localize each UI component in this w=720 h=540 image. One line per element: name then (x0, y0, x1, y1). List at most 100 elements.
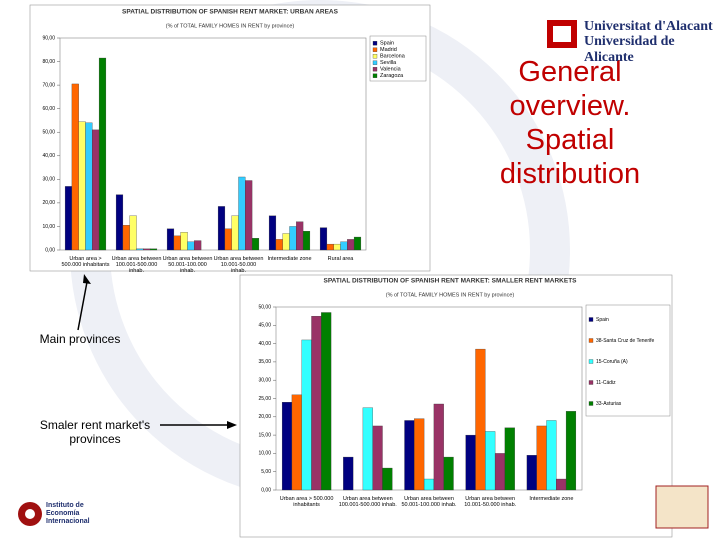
bar (143, 248, 151, 251)
bar (71, 83, 79, 251)
university-logo (553, 26, 571, 42)
institute-logo (25, 509, 35, 519)
legend-label: Madrid (380, 47, 397, 53)
slide-title: General overview. Spatial distribution (499, 56, 641, 190)
bar (475, 348, 486, 491)
y-tick-label: 45,00 (258, 323, 271, 329)
y-tick-label: 60,00 (42, 106, 55, 112)
bar (289, 226, 297, 251)
bar (281, 402, 293, 491)
y-tick-label: 30,00 (42, 177, 55, 183)
bar (414, 418, 425, 491)
bar (372, 425, 383, 491)
bar (224, 228, 232, 251)
bar (443, 456, 454, 491)
y-tick-label: 70,00 (42, 82, 55, 88)
bar (194, 240, 202, 251)
bar (115, 194, 124, 251)
legend-label: 11-Cádiz (596, 380, 616, 386)
x-tick-label: Urban area > 500.000 inhabitants (279, 496, 334, 508)
bar (465, 434, 476, 491)
bar (268, 215, 277, 251)
legend-label: Zaragoza (380, 73, 404, 79)
legend-box (585, 304, 671, 417)
legend-swatch (372, 73, 378, 78)
bar (404, 420, 415, 491)
x-tick-label: Urban area between 100.001-500.000 inhab… (338, 496, 397, 508)
bar (78, 121, 86, 251)
bar (98, 57, 107, 251)
bar (282, 233, 290, 251)
bar (347, 239, 355, 251)
x-tick-label: Urban area between 10.001-50.000 inhab. (213, 256, 264, 274)
bar (238, 176, 246, 251)
bar (433, 403, 444, 491)
bar (129, 215, 137, 251)
y-tick-label: 5,00 (261, 469, 271, 475)
university-name: Universidad de Alicante (584, 34, 675, 65)
arrow (77, 281, 88, 331)
y-tick-label: 0,00 (261, 487, 271, 493)
bar (275, 239, 283, 251)
legend-swatch (588, 380, 594, 385)
bar (92, 129, 100, 251)
arrow-head (227, 421, 237, 429)
legend-swatch (372, 54, 378, 59)
legend-swatch (372, 60, 378, 65)
chart-title: SPATIAL DISTRIBUTION OF SPANISH RENT MAR… (122, 9, 339, 16)
legend-label: Spain (596, 317, 609, 323)
legend-label: 38-Santa Cruz de Tenerife (596, 338, 654, 344)
legend-swatch (372, 67, 378, 72)
annotation: Smaler rent market's provinces (39, 418, 151, 446)
bar (526, 455, 537, 491)
bar (340, 241, 348, 251)
x-tick-label: Intermediate zone (529, 496, 574, 502)
legend-swatch (588, 338, 594, 343)
bar (333, 243, 341, 251)
y-tick-label: 20,00 (42, 200, 55, 206)
bar (187, 241, 195, 251)
annotation: Main provinces (39, 332, 121, 346)
legend-label: Valencia (380, 67, 402, 73)
y-tick-label: 50,00 (258, 304, 271, 310)
bar (504, 427, 515, 491)
y-tick-label: 10,00 (258, 451, 271, 457)
bar (251, 238, 260, 251)
bar (319, 227, 328, 251)
legend-label: Sevilla (380, 60, 397, 66)
bar (321, 312, 332, 491)
bar (302, 231, 311, 251)
y-tick-label: 40,00 (258, 341, 271, 347)
bar (173, 235, 181, 251)
bar (565, 411, 577, 491)
y-tick-label: 30,00 (258, 378, 271, 384)
legend-swatch (588, 359, 594, 364)
x-tick-label: Urban area between 50.001-100.000 inhab. (401, 496, 457, 508)
chart-title: SPATIAL DISTRIBUTION OF SPANISH RENT MAR… (323, 278, 577, 285)
bar (85, 122, 93, 251)
bar (536, 425, 547, 491)
bar (301, 339, 312, 491)
bar (556, 478, 567, 491)
x-tick-label: Urban area between 100.001-500.000 inhab… (111, 256, 162, 274)
legend-label: Spain (380, 41, 394, 47)
bar (136, 248, 144, 251)
bar (382, 467, 393, 491)
bar (296, 221, 304, 251)
x-tick-label: Intermediate zone (267, 256, 312, 262)
y-tick-label: 20,00 (258, 414, 271, 420)
y-tick-label: 50,00 (42, 130, 55, 136)
legend-swatch (372, 47, 378, 52)
plot-area (59, 37, 367, 251)
bar (64, 186, 73, 251)
university-name: Universitat d'Alacant (584, 19, 713, 34)
y-tick-label: 0,00 (45, 247, 55, 253)
x-tick-label: Rural area (327, 256, 354, 262)
chart-subtitle: (% of TOTAL FAMILY HOMES IN RENT by prov… (386, 292, 515, 298)
y-tick-label: 10,00 (42, 224, 55, 230)
bar (231, 215, 239, 251)
y-tick-label: 80,00 (42, 59, 55, 65)
bar (217, 206, 226, 251)
bar (494, 453, 506, 491)
